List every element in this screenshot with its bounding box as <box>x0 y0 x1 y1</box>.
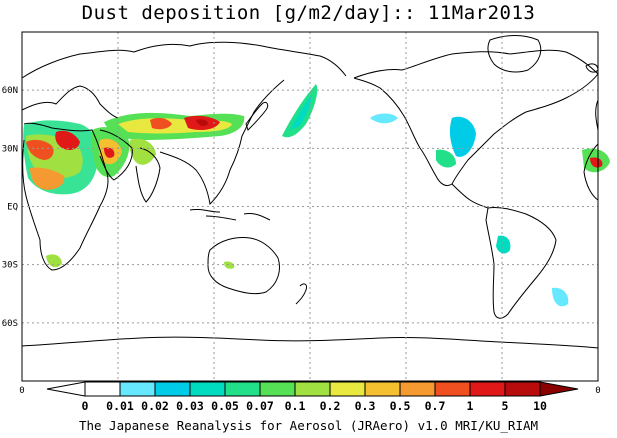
colorbar-label: 0.05 <box>211 399 239 413</box>
colorbar-label: 0 <box>82 399 89 413</box>
coast-north-america <box>353 49 599 187</box>
colorbar-under-arrow <box>46 381 86 397</box>
colorbar-label: 0.5 <box>390 399 411 413</box>
plume-asia-gobi-core <box>196 119 208 127</box>
colorbar-label: 5 <box>502 399 509 413</box>
plume-india <box>129 138 156 165</box>
coast-europe <box>21 85 119 119</box>
plume-pacific-streak-inner <box>290 94 312 130</box>
colorbar-label: 10 <box>533 399 547 413</box>
colorbar-swatch <box>119 381 156 397</box>
colorbar-label: 0.2 <box>320 399 341 413</box>
latitude-label: EQ <box>7 203 18 213</box>
coast-africa-wrap <box>583 143 599 201</box>
colorbar-swatch <box>259 381 296 397</box>
plume-pacific-streak <box>282 84 318 138</box>
colorbar-left-edge-label: 0 <box>19 386 24 396</box>
colorbar-swatch <box>469 381 506 397</box>
plume-patagonia <box>496 235 511 254</box>
coast-antarctica <box>21 336 599 349</box>
colorbar-swatch <box>434 381 471 397</box>
coast-africa <box>22 122 109 271</box>
latitude-label: 60N <box>2 86 18 96</box>
plume-west-africa <box>30 167 65 190</box>
coast-central-america <box>451 183 489 209</box>
colorbar-swatch <box>329 381 366 397</box>
colorbar-label: 0.3 <box>355 399 376 413</box>
plume-australia <box>224 261 235 269</box>
plume-sahara-east <box>55 130 80 150</box>
colorbar-over-arrow <box>539 381 579 397</box>
footer-credit: The Japanese Reanalysis for Aerosol (JRA… <box>78 418 539 433</box>
colorbar-swatch <box>224 381 261 397</box>
colorbar-swatch <box>154 381 191 397</box>
plume-north-america <box>449 116 476 157</box>
coast-east-asia <box>159 79 285 206</box>
coast-new-zealand <box>295 283 307 305</box>
coast-south-america <box>485 207 557 319</box>
coast-australia <box>207 237 280 295</box>
dust-plumes <box>23 84 610 307</box>
latitude-label: 30N <box>2 144 18 154</box>
colorbar-label: 0.03 <box>176 399 204 413</box>
plume-sahara-core <box>26 139 54 160</box>
colorbar-label: 1 <box>467 399 474 413</box>
colorbar-swatch <box>294 381 331 397</box>
plume-asia-taklamakan <box>150 117 172 130</box>
colorbar-label: 0.1 <box>285 399 306 413</box>
colorbar-label: 0.07 <box>246 399 274 413</box>
coast-indonesia <box>189 208 271 221</box>
colorbar-label: 0.02 <box>141 399 169 413</box>
colorbar-swatch <box>364 381 401 397</box>
plume-pacific-small <box>370 113 398 124</box>
map-title: Dust deposition [g/m2/day]:: 11Mar2013 <box>81 2 536 24</box>
colorbar-swatch <box>399 381 436 397</box>
colorbar-right-edge-label: 0 <box>595 386 600 396</box>
map-frame <box>21 31 599 382</box>
grid-lines <box>22 32 598 381</box>
coast-india <box>135 147 161 203</box>
latitude-label: 60S <box>2 319 18 329</box>
colorbar-swatch <box>504 381 541 397</box>
latitude-labels: 60N 30N EQ 30S 60S <box>2 86 18 329</box>
plume-south-africa <box>46 254 62 268</box>
plume-mexico <box>436 149 456 168</box>
colorbar-label: 0.7 <box>425 399 446 413</box>
coast-japan <box>245 101 269 131</box>
colorbar: 0 0.01 0.02 0.03 0.05 0.07 0.1 0.2 0.3 0.5 0.7 1 5 10 <box>46 381 579 413</box>
plume-west-africa-wrap-core <box>590 157 603 168</box>
plume-south-atlantic <box>552 287 569 307</box>
coast-eurasia-north <box>21 41 347 79</box>
colorbar-swatch <box>189 381 226 397</box>
latitude-label: 30S <box>2 261 18 271</box>
colorbar-label: 0.01 <box>106 399 134 413</box>
coast-greenland <box>487 35 542 73</box>
coast-arabia <box>99 129 133 181</box>
colorbar-swatch <box>84 381 121 397</box>
coastlines <box>21 35 599 349</box>
plume-arabia-core <box>104 147 115 158</box>
